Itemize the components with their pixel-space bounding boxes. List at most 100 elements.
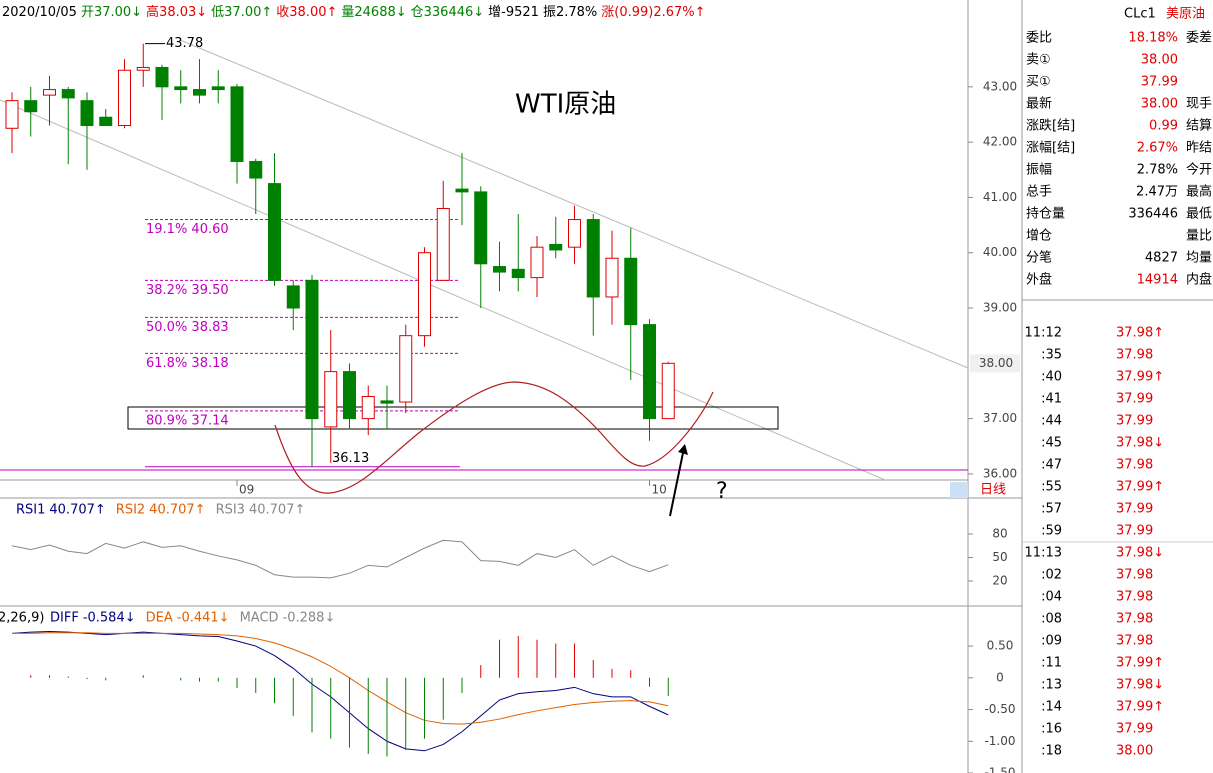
row-label2: 最低 bbox=[1186, 207, 1212, 222]
legend-name: RSI1 bbox=[16, 503, 45, 518]
low-label: 36.13 bbox=[332, 451, 369, 466]
tick-price: 37.98 bbox=[1116, 568, 1153, 583]
support-box bbox=[127, 406, 779, 430]
row-value: 0.99 bbox=[1149, 119, 1178, 134]
candle-body bbox=[343, 371, 356, 420]
moving-average bbox=[274, 381, 714, 494]
period-label: 日线 bbox=[980, 483, 1006, 498]
tick-price: 37.99 bbox=[1116, 392, 1153, 407]
row-label2: 量比 bbox=[1186, 229, 1212, 244]
tick-price: 37.98↓ bbox=[1116, 436, 1164, 451]
tick-time: :02 bbox=[1041, 568, 1062, 583]
row-label2: 今开 bbox=[1186, 162, 1212, 178]
row-label: 涨跌[结] bbox=[1026, 118, 1075, 134]
header-field: 量24688↓ bbox=[341, 5, 406, 20]
y-tick-label: 50 bbox=[992, 550, 1007, 564]
tick-price: 37.99 bbox=[1116, 722, 1153, 737]
legend-name: RSI3 bbox=[216, 503, 245, 518]
tick-price: 37.98 bbox=[1116, 590, 1153, 605]
y-tick-label: 43.00 bbox=[983, 79, 1017, 93]
tick-price: 37.99↑ bbox=[1116, 700, 1164, 715]
legend-value: -0.441↓ bbox=[177, 611, 230, 626]
row-value: 2.67% bbox=[1137, 141, 1178, 156]
candle-body bbox=[530, 246, 544, 279]
y-tick-label: 0 bbox=[996, 670, 1004, 684]
row-value: 2.78% bbox=[1137, 163, 1178, 178]
legend-value: 40.707↑ bbox=[49, 503, 105, 518]
fib-label: 19.1% 40.60 bbox=[146, 222, 229, 237]
y-tick-label: -0.50 bbox=[984, 702, 1015, 716]
row-label2: 均量 bbox=[1186, 251, 1212, 266]
candle-body bbox=[624, 257, 638, 326]
candle-body bbox=[230, 86, 244, 162]
tick-time: :47 bbox=[1041, 458, 1062, 473]
x-tick-label: 09 bbox=[239, 483, 254, 497]
row-label: 振幅 bbox=[1026, 163, 1052, 178]
candle-body bbox=[493, 266, 506, 273]
row-label: 增仓 bbox=[1026, 229, 1052, 244]
last-price-label: 38.00 bbox=[979, 356, 1013, 370]
header-field: 涨(0.99)2.67%↑ bbox=[601, 5, 705, 20]
row-value: 14914 bbox=[1137, 273, 1178, 288]
annotation: ? bbox=[716, 479, 728, 504]
candle-body bbox=[380, 400, 394, 404]
trend-line bbox=[0, 99, 886, 481]
legend-name: DEA bbox=[146, 611, 173, 626]
header-field: 开37.00↓ bbox=[81, 5, 142, 20]
candle-body bbox=[436, 207, 450, 281]
arrow bbox=[669, 447, 685, 517]
tick-price: 37.99 bbox=[1116, 524, 1153, 539]
candle-body bbox=[193, 89, 206, 96]
y-tick-label: 42.00 bbox=[983, 135, 1017, 149]
candle-body bbox=[99, 116, 113, 127]
candle-body bbox=[568, 219, 581, 248]
chart-title: WTI原油 bbox=[515, 90, 616, 120]
row-label: 涨幅[结] bbox=[1026, 141, 1075, 156]
row-label2: 现手 bbox=[1186, 97, 1212, 112]
scroll-thumb[interactable] bbox=[950, 482, 968, 498]
header-field: 低37.00↑ bbox=[211, 5, 272, 20]
row-value: 2.47万 bbox=[1136, 185, 1178, 200]
tick-time: :08 bbox=[1041, 612, 1062, 627]
candle-body bbox=[605, 257, 619, 298]
fib-label: 50.0% 38.83 bbox=[146, 320, 229, 335]
tick-price: 37.98 bbox=[1116, 458, 1153, 473]
row-label2: 结算 bbox=[1186, 119, 1212, 134]
candle-body bbox=[511, 268, 525, 279]
x-tick-label: 10 bbox=[652, 483, 667, 497]
header-field: 仓336446↓ bbox=[411, 5, 485, 20]
y-tick-label: 36.00 bbox=[983, 466, 1017, 480]
candle-body bbox=[268, 183, 281, 281]
tick-price: 37.98 bbox=[1116, 634, 1153, 649]
y-tick-label: 37.00 bbox=[983, 411, 1017, 425]
candle-body bbox=[661, 362, 675, 420]
candle-body bbox=[305, 279, 319, 420]
candle-body bbox=[418, 252, 431, 337]
candle-body bbox=[549, 243, 563, 251]
legend-value: -0.288↓ bbox=[283, 611, 336, 626]
macd-line bbox=[12, 632, 669, 725]
row-label2: 内盘 bbox=[1186, 272, 1212, 288]
candle-body bbox=[24, 100, 38, 113]
legend-name: DIFF bbox=[50, 611, 79, 626]
tick-price: 37.99↑ bbox=[1116, 656, 1164, 671]
tick-time: :55 bbox=[1041, 480, 1062, 495]
tick-price: 37.98 bbox=[1116, 348, 1153, 363]
row-value: 38.00 bbox=[1141, 53, 1178, 68]
row-value: 18.18% bbox=[1128, 31, 1178, 46]
row-label: 最新 bbox=[1026, 96, 1052, 112]
row-label: 外盘 bbox=[1026, 272, 1052, 288]
tick-time: :14 bbox=[1041, 700, 1062, 715]
y-tick-label: 80 bbox=[992, 527, 1007, 541]
tick-time: :16 bbox=[1041, 722, 1062, 737]
high-label: 43.78 bbox=[166, 36, 203, 51]
symbol: CLc1 bbox=[1124, 7, 1156, 22]
candle-body bbox=[80, 100, 94, 127]
fib-label: 38.2% 39.50 bbox=[146, 283, 229, 298]
symbol-name: 美原油 bbox=[1166, 7, 1205, 22]
trend-line bbox=[179, 39, 969, 369]
rsi-line bbox=[11, 539, 669, 579]
tick-time: :11 bbox=[1041, 656, 1062, 671]
candle-body bbox=[455, 188, 469, 193]
